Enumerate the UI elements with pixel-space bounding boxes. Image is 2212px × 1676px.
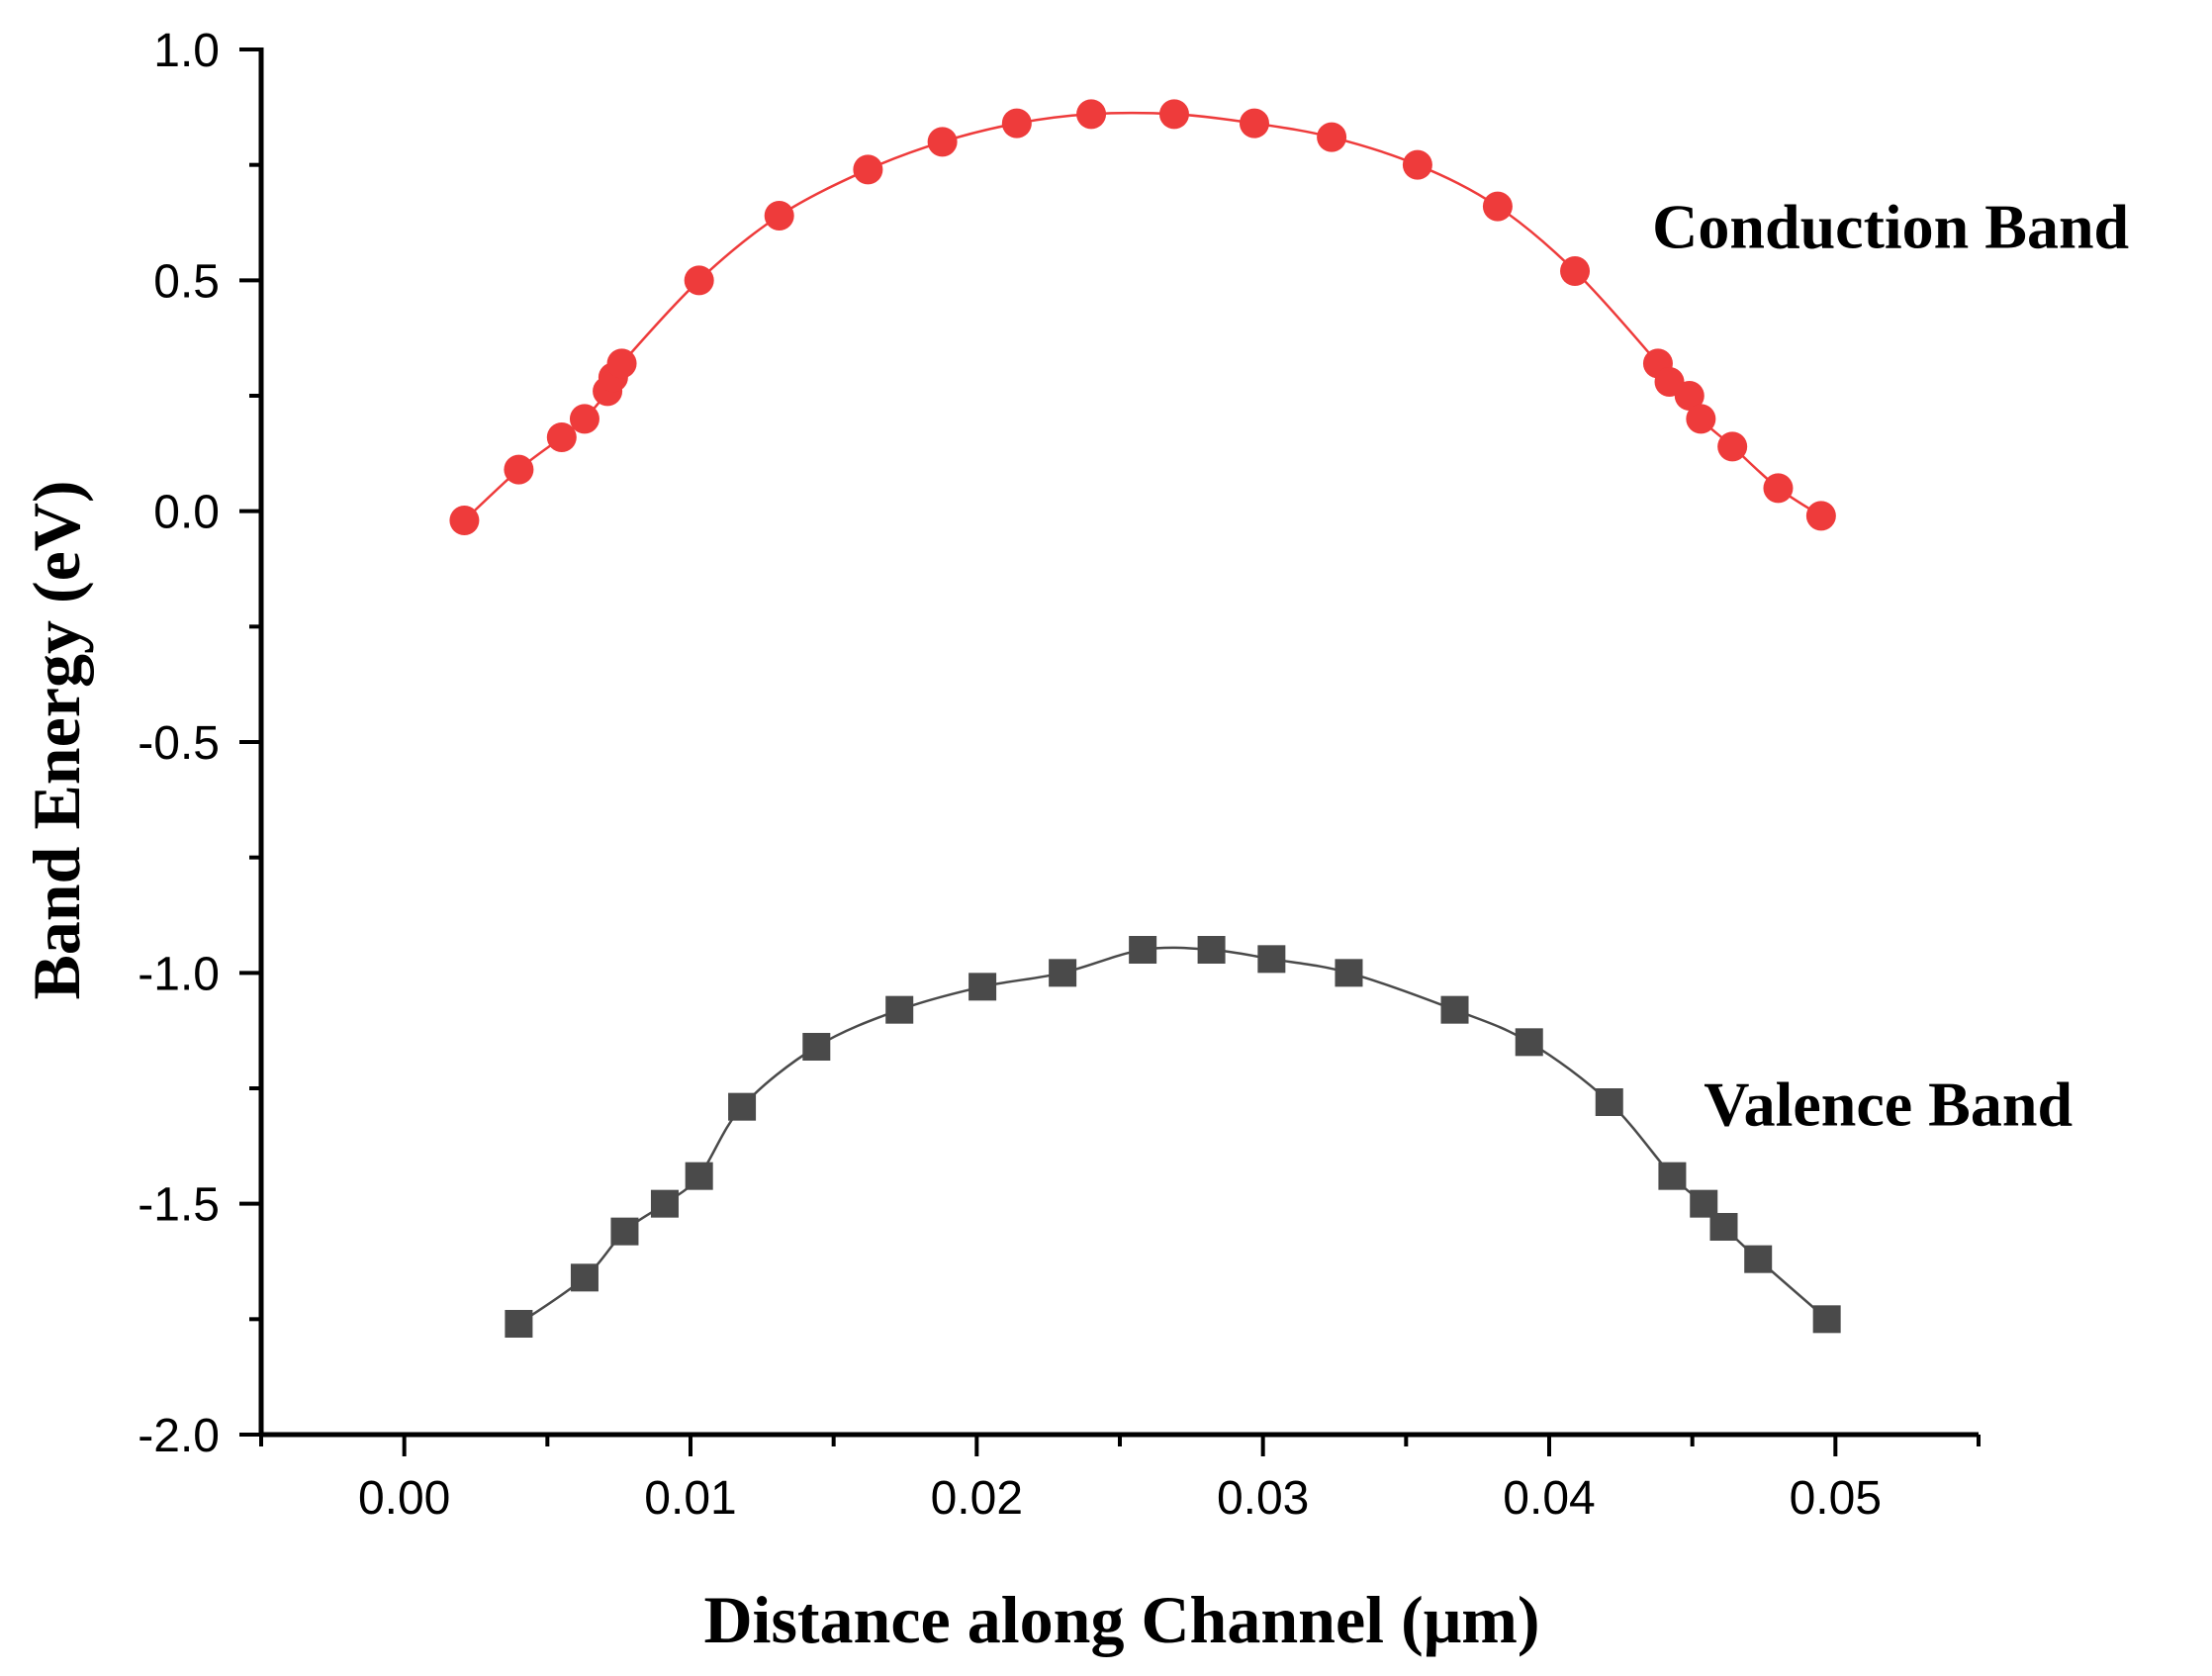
conduction-band-point xyxy=(569,404,599,434)
valence-band-point xyxy=(1744,1245,1773,1273)
series-layer xyxy=(449,99,1841,1338)
x-tick-label: 0.03 xyxy=(1217,1472,1309,1525)
conduction-band-point xyxy=(1674,381,1705,411)
x-axis-title: Distance along Channel (μm) xyxy=(703,1582,1539,1657)
conduction-band-point xyxy=(606,348,637,379)
y-tick-label: 0.0 xyxy=(153,487,220,539)
y-tick-label: -0.5 xyxy=(138,717,220,770)
x-ticks: 0.00 0.01 0.02 0.03 0.04 0.05 xyxy=(259,1435,1981,1525)
conduction-band-point xyxy=(1076,99,1107,130)
valence-band-point xyxy=(570,1263,599,1292)
conduction-band-point xyxy=(504,454,534,485)
x-tick-label: 0.05 xyxy=(1790,1472,1882,1525)
conduction-band-point xyxy=(1317,122,1347,152)
conduction-band-point xyxy=(1560,256,1591,286)
conduction-band-point xyxy=(1158,99,1189,130)
valence-band-point xyxy=(1049,959,1077,987)
valence-band-point xyxy=(1812,1305,1841,1334)
valence-band-point xyxy=(802,1033,831,1061)
valence-band-annotation: Valence Band xyxy=(1704,1069,2073,1139)
conduction-band-point xyxy=(1805,501,1836,531)
valence-band-point xyxy=(885,995,914,1024)
valence-band-point xyxy=(505,1310,533,1338)
valence-band-point xyxy=(685,1162,713,1190)
valence-band-point xyxy=(1257,945,1286,974)
conduction-band-point xyxy=(1001,108,1032,139)
valence-band-point xyxy=(1129,936,1157,964)
valence-band-point xyxy=(728,1092,757,1121)
valence-band-point xyxy=(1658,1162,1687,1190)
valence-band-point xyxy=(1440,995,1469,1024)
x-tick-label: 0.04 xyxy=(1503,1472,1595,1525)
y-ticks: 1.0 0.5 0.0 -0.5 -1.0 -1.5 -2.0 xyxy=(138,25,261,1462)
valence-band-point xyxy=(1709,1213,1738,1241)
y-tick-label: -1.0 xyxy=(138,948,220,1000)
conduction-band-point xyxy=(1686,404,1716,434)
valence-band-point xyxy=(1515,1028,1543,1057)
conduction-band-point xyxy=(684,265,714,296)
valence-band-point xyxy=(1197,936,1226,964)
conduction-band-point xyxy=(1717,431,1748,462)
y-tick-label: 0.5 xyxy=(153,255,220,308)
conduction-band-series xyxy=(449,99,1836,535)
valence-band-point xyxy=(968,973,997,1001)
conduction-band-line xyxy=(463,111,1822,521)
y-tick-label: -1.5 xyxy=(138,1179,220,1232)
conduction-band-point xyxy=(449,506,480,535)
conduction-band-point xyxy=(546,422,577,452)
y-axis-title: Band Energy (eV) xyxy=(19,480,94,999)
conduction-band-point xyxy=(1763,473,1794,504)
x-tick-label: 0.01 xyxy=(644,1472,736,1525)
conduction-band-point xyxy=(764,201,794,231)
conduction-band-point xyxy=(1239,108,1269,139)
valence-band-point xyxy=(1335,959,1363,987)
x-tick-label: 0.00 xyxy=(358,1472,450,1525)
valence-band-line xyxy=(517,946,1828,1326)
y-tick-label: -2.0 xyxy=(138,1410,220,1462)
valence-band-point xyxy=(1595,1088,1623,1116)
valence-band-point xyxy=(650,1189,679,1218)
annotation-layer: Conduction Band Valence Band xyxy=(1652,192,2129,1140)
x-tick-label: 0.02 xyxy=(931,1472,1023,1525)
conduction-band-point xyxy=(1482,191,1513,222)
y-tick-label: 1.0 xyxy=(153,25,220,77)
conduction-band-annotation: Conduction Band xyxy=(1652,192,2129,262)
conduction-band-point xyxy=(927,127,958,157)
valence-band-series xyxy=(505,936,1841,1338)
conduction-band-point xyxy=(1402,149,1432,180)
valence-band-point xyxy=(610,1217,639,1246)
conduction-band-point xyxy=(853,154,883,185)
